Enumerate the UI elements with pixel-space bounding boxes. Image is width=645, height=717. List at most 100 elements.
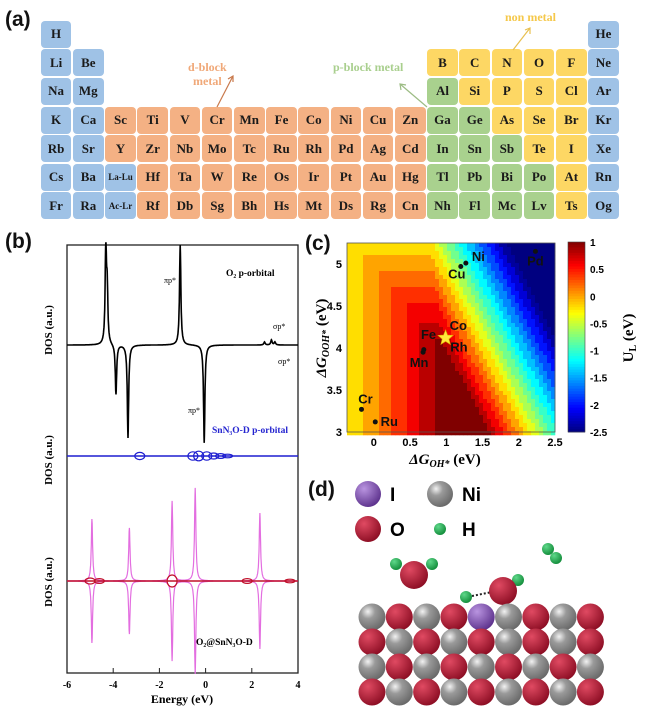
o-atom [440,653,468,681]
heatmap-cell [507,303,512,308]
heatmap-cell [451,339,456,344]
heatmap-cell [431,267,436,272]
heatmap-cell [407,355,412,360]
heatmap-cell [379,267,384,272]
heatmap-cell [451,323,456,328]
element-sr: Sr [72,135,104,163]
heatmap-cell [551,251,556,256]
heatmap-cell [375,359,380,364]
heatmap-cell [467,295,472,300]
heatmap-cell [415,335,420,340]
heatmap-cell [463,387,468,392]
heatmap-cell [507,255,512,260]
heatmap-cell [443,351,448,356]
heatmap-cell [399,395,404,400]
heatmap-cell [447,307,452,312]
heatmap-cell [511,339,516,344]
heatmap-cell [511,375,516,380]
heatmap-cell [463,391,468,396]
heatmap-cell [451,347,456,352]
heatmap-cell [359,423,364,428]
heatmap-cell [499,427,504,432]
element-ba: Ba [72,163,104,191]
heatmap-cell [375,363,380,368]
heatmap-cell [491,299,496,304]
heatmap-cell [479,303,484,308]
heatmap-cell [479,391,484,396]
heatmap-cell [491,351,496,356]
heatmap-cell [459,287,464,292]
heatmap-cell [375,339,380,344]
heatmap-cell [463,431,468,436]
heatmap-cell [391,319,396,324]
heatmap-cell [483,335,488,340]
heatmap-cell [467,355,472,360]
heatmap-cell [459,291,464,296]
heatmap-cell [467,279,472,284]
heatmap-cell [551,279,556,284]
element-cl: Cl [555,77,587,106]
heatmap-cell [359,255,364,260]
heatmap-cell [551,347,556,352]
heatmap-cell [411,355,416,360]
heatmap-cell [359,427,364,432]
heatmap-cell [455,267,460,272]
heatmap-cell [547,399,552,404]
heatmap-cell [551,299,556,304]
heatmap-cell [411,335,416,340]
heatmap-cell [531,267,536,272]
heatmap-cell [359,315,364,320]
heatmap-cell [383,407,388,412]
heatmap-cell [459,427,464,432]
heatmap-cell [383,311,388,316]
heatmap-cell [455,303,460,308]
colorbar-segment [568,391,585,395]
heatmap-cell [459,415,464,420]
heatmap-cell [547,379,552,384]
heatmap-cell [471,247,476,252]
heatmap-cell [347,331,352,336]
heatmap-cell [479,339,484,344]
heatmap-cell [363,255,368,260]
heatmap-cell [511,307,516,312]
colorbar-segment [568,323,585,327]
colorbar-segment [568,266,585,270]
heatmap-cell [527,299,532,304]
heatmap-cell [411,279,416,284]
heatmap-cell [443,311,448,316]
heatmap-cell [391,335,396,340]
heatmap-cell [427,299,432,304]
heatmap-cell [523,343,528,348]
heatmap-cell [443,359,448,364]
heatmap-cell [359,319,364,324]
heatmap-cell [467,403,472,408]
heatmap-cell [519,375,524,380]
heatmap-cell [419,427,424,432]
heatmap-cell [479,263,484,268]
heatmap-cell [487,311,492,316]
heatmap-cell [467,367,472,372]
heatmap-cell [471,355,476,360]
heatmap-cell [527,383,532,388]
heatmap-cell [347,279,352,284]
heatmap-cell [367,419,372,424]
heatmap-cell [355,391,360,396]
heatmap-cell [351,247,356,252]
heatmap-cell [443,259,448,264]
heatmap-cell [523,351,528,356]
heatmap-cell [407,351,412,356]
heatmap-cell [419,247,424,252]
heatmap-cell [435,335,440,340]
heatmap-cell [363,407,368,412]
heatmap-cell [371,283,376,288]
heatmap-cell [427,283,432,288]
heatmap-cell [447,303,452,308]
heatmap-cell [351,363,356,368]
heatmap-cell [391,267,396,272]
heatmap-cell [551,431,556,436]
heatmap-cell [519,291,524,296]
heatmap-cell [439,279,444,284]
heatmap-cell [475,359,480,364]
heatmap-cell [455,347,460,352]
heatmap-cell [471,411,476,416]
